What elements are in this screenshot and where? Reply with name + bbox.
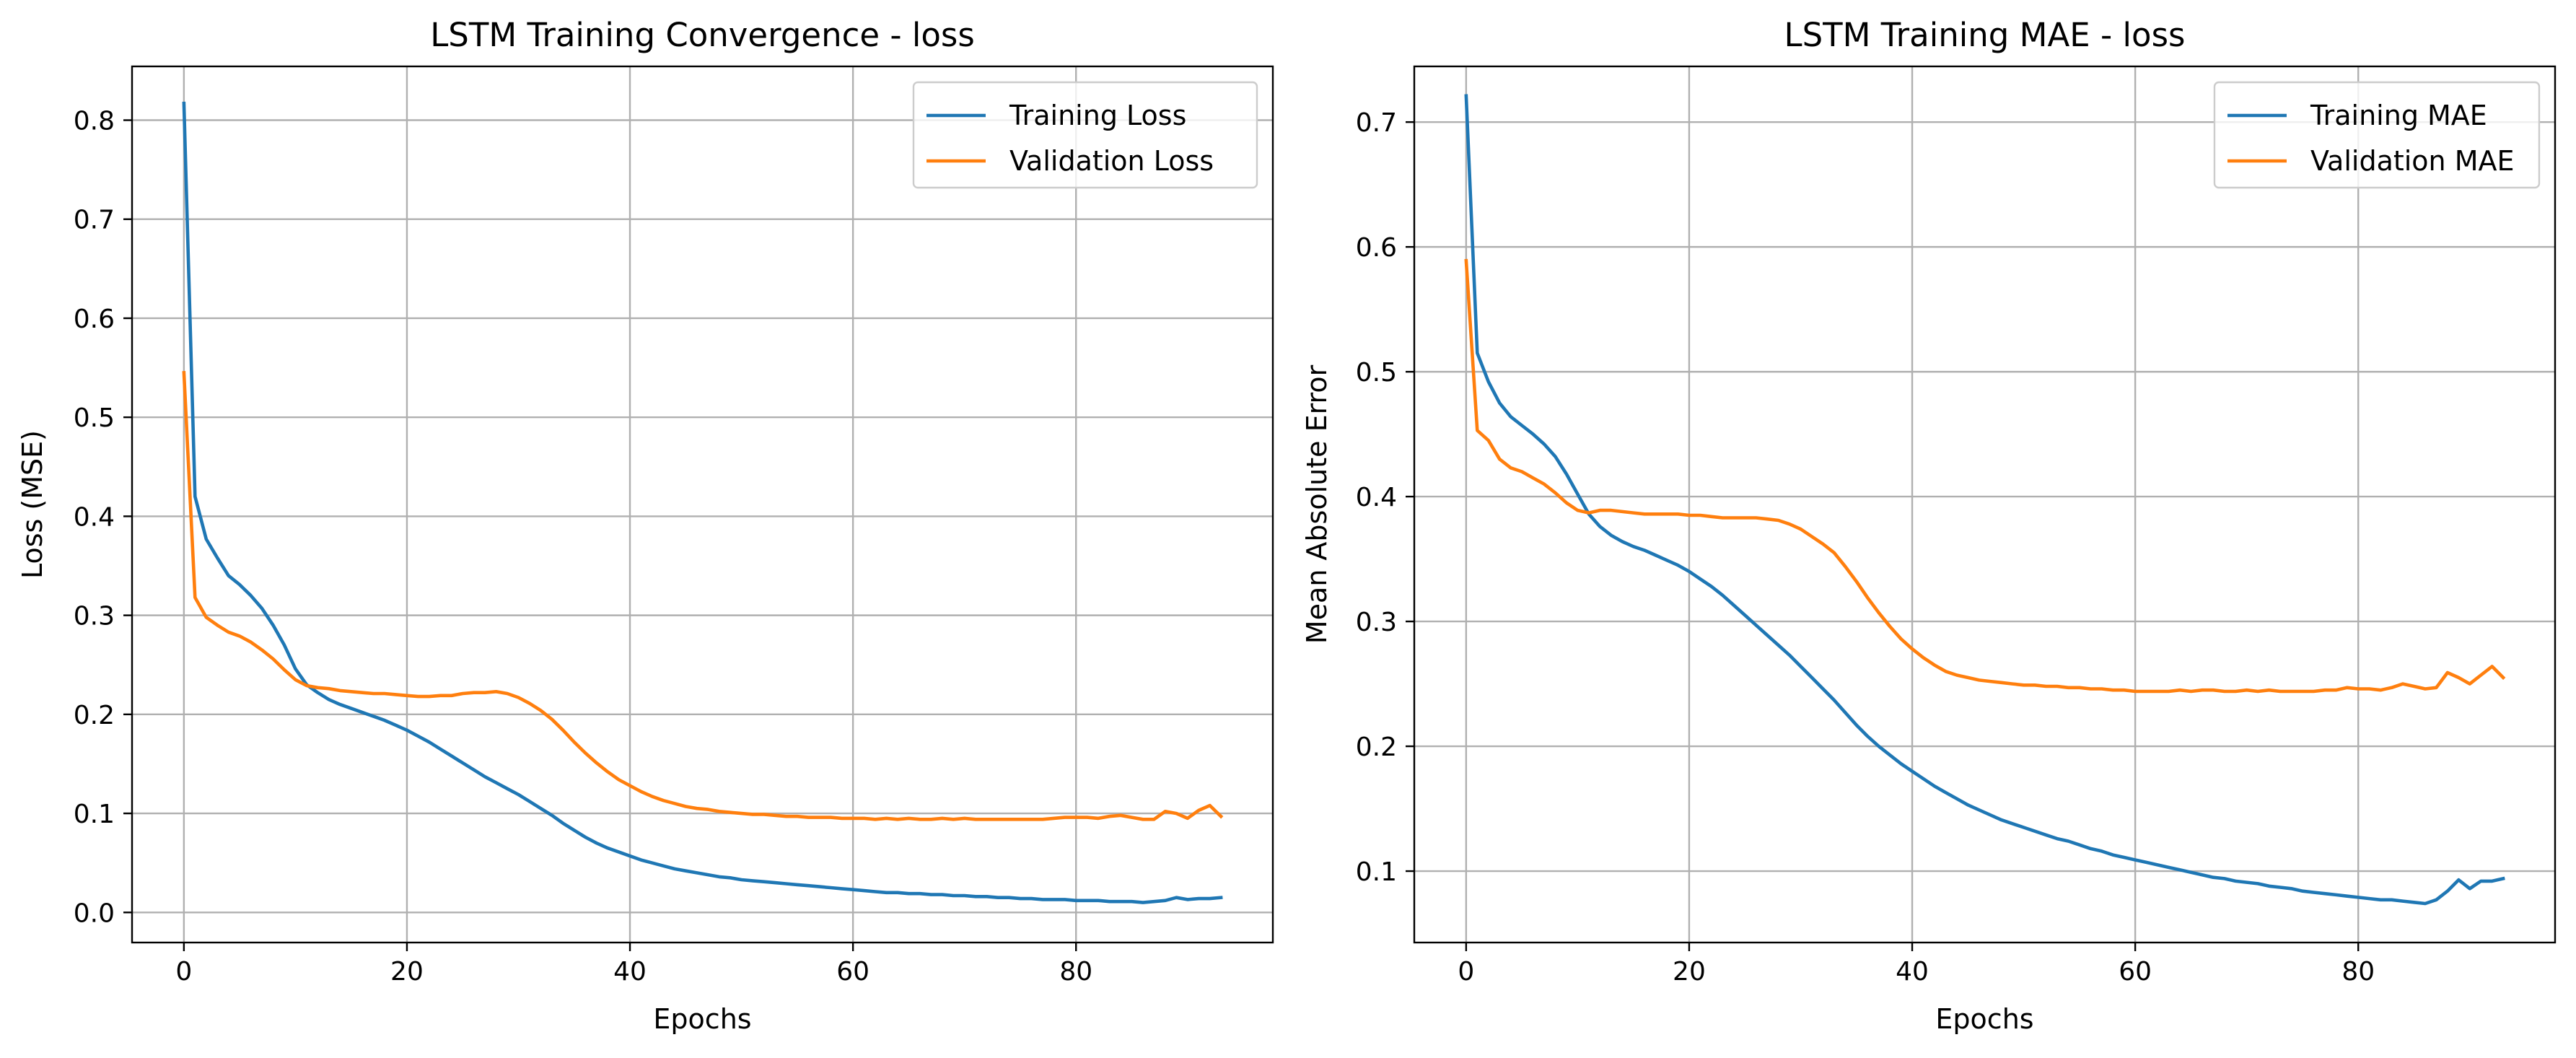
y-axis-label: Mean Absolute Error — [1301, 364, 1333, 644]
legend: Training Loss Validation Loss — [912, 81, 1258, 189]
legend-label-validation: Validation Loss — [1009, 145, 1214, 177]
y-tick-label: 0.4 — [1356, 483, 1397, 512]
loss-chart: LSTM Training Convergence - loss Epochs … — [17, 16, 1274, 1035]
x-tick-label: 80 — [2341, 957, 2375, 987]
y-tick-label: 0.1 — [1356, 857, 1397, 887]
x-tick-label: 0 — [175, 957, 192, 987]
x-tick-label: 20 — [1673, 957, 1706, 987]
y-axis-label: Loss (MSE) — [17, 430, 48, 579]
legend-box — [2213, 81, 2541, 189]
y-tick-label: 0.6 — [74, 305, 115, 334]
x-tick-label: 40 — [613, 957, 647, 987]
y-tick-label: 0.2 — [74, 701, 115, 730]
series-line-training — [1464, 94, 2505, 906]
y-tick-label: 0.3 — [74, 602, 115, 631]
chart-title: LSTM Training MAE - loss — [1784, 16, 2186, 54]
y-tick-label: 0.4 — [74, 502, 115, 532]
y-tick-label: 0.1 — [74, 800, 115, 829]
x-tick-label: 20 — [390, 957, 424, 987]
series-line-validation — [1464, 258, 2506, 694]
plot-frame — [131, 65, 1274, 944]
x-axis-label: Epochs — [653, 1003, 751, 1035]
y-tick-label: 0.3 — [1356, 608, 1397, 637]
x-axis-label: Epochs — [1935, 1003, 2033, 1035]
legend-label-training: Training Loss — [1009, 100, 1186, 131]
y-tick-label: 0.2 — [1356, 733, 1397, 762]
y-tick-label: 0.7 — [74, 206, 115, 235]
x-tick-label: 80 — [1059, 957, 1092, 987]
y-tick-label: 0.5 — [74, 403, 115, 433]
x-tick-label: 60 — [836, 957, 869, 987]
y-tick-label: 0.6 — [1356, 233, 1397, 263]
mae-chart: LSTM Training MAE - loss Epochs Mean Abs… — [1301, 16, 2557, 1035]
legend-box — [912, 81, 1258, 189]
legend-label-validation: Validation MAE — [2310, 145, 2515, 177]
x-tick-label: 60 — [2119, 957, 2152, 987]
y-tick-label: 0.5 — [1356, 358, 1397, 388]
series-line-validation — [182, 370, 1224, 821]
x-tick-label: 40 — [1896, 957, 1929, 987]
y-tick-label: 0.0 — [74, 899, 115, 928]
series-line-training — [182, 101, 1223, 904]
grid — [132, 66, 1273, 943]
legend: Training MAE Validation MAE — [2213, 81, 2541, 189]
y-tick-label: 0.7 — [1356, 108, 1397, 138]
plot-frame — [1413, 65, 2557, 944]
x-tick-label: 0 — [1458, 957, 1474, 987]
y-tick-label: 0.8 — [74, 107, 115, 136]
legend-label-training: Training MAE — [2310, 100, 2487, 131]
chart-title: LSTM Training Convergence - loss — [430, 16, 975, 54]
